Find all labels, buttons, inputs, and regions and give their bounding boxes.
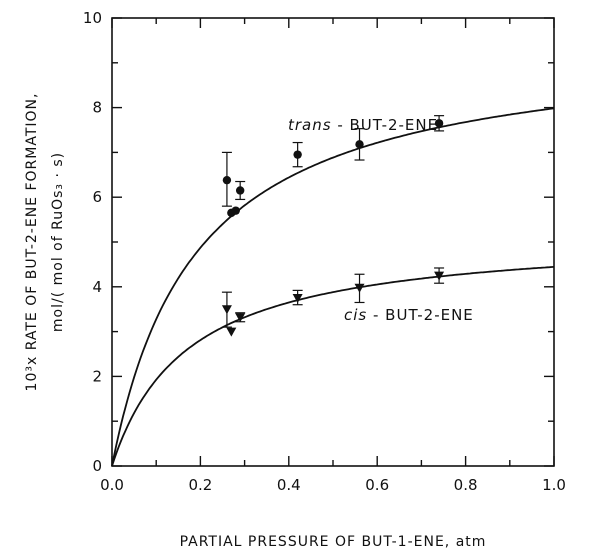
data-point-trans: [222, 175, 232, 185]
x-tick-label: 0.8: [454, 476, 478, 494]
series-label-trans: trans - BUT-2-ENE: [288, 116, 438, 134]
data-point-trans: [355, 140, 364, 149]
series-label-cis: cis - BUT-2-ENE: [344, 306, 474, 324]
y-tick-label: 2: [92, 367, 102, 385]
data-point-cis: [434, 271, 445, 281]
x-tick-label: 0.6: [365, 476, 389, 494]
y-tick-label: 4: [92, 278, 102, 296]
tick-labels: 0.0 0.2 0.4 0.6 0.8 1.0 0 2 4 6 8 10: [83, 9, 566, 494]
series-label-cis-italic: cis: [344, 306, 367, 324]
x-axis-title: PARTIAL PRESSURE OF BUT-1-ENE, atm: [180, 534, 487, 550]
y-tick-label: 10: [83, 9, 102, 27]
x-tick-label: 0.0: [100, 476, 124, 494]
data-point-cis: [235, 313, 246, 323]
series-label-cis-rest: - BUT-2-ENE: [367, 306, 474, 324]
x-tick-label: 1.0: [542, 476, 566, 494]
fit-curve-cis: [111, 266, 555, 467]
plot-frame: [111, 17, 555, 467]
y-tick-label: 6: [92, 188, 102, 206]
data-point-cis: [292, 294, 303, 303]
data-point-cis: [226, 327, 237, 337]
error-bars: [221, 115, 445, 328]
data-point-trans: [293, 150, 302, 159]
y-tick-label: 0: [92, 457, 102, 475]
series-label-trans-rest: - BUT-2-ENE: [332, 116, 439, 134]
ticks: [111, 17, 555, 467]
y-tick-label: 8: [92, 99, 102, 117]
data-point-trans: [235, 186, 245, 195]
fit-curves: [111, 107, 555, 467]
y-axis-title-line2: mol/( mol of RuOs₃ · s): [50, 152, 66, 332]
data-markers: [221, 119, 445, 337]
data-point-trans: [434, 119, 444, 128]
data-point-cis: [221, 305, 232, 315]
data-point-trans: [231, 206, 240, 215]
fit-curve-trans: [111, 107, 555, 467]
x-tick-label: 0.2: [188, 476, 212, 494]
data-point-cis: [354, 283, 365, 293]
series-label-trans-italic: trans: [288, 116, 332, 134]
x-tick-label: 0.4: [277, 476, 301, 494]
y-axis-title-line1: 10³x RATE OF BUT-2-ENE FORMATION,: [24, 93, 40, 392]
